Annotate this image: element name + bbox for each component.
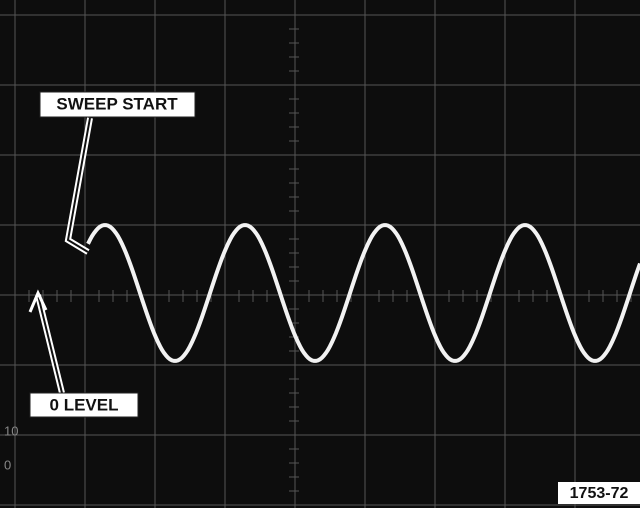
label-box	[29, 392, 139, 418]
zero-level-label: 0 LEVEL	[50, 395, 119, 414]
zero-level-arrow	[28, 289, 65, 394]
figure-id: 1753-72	[570, 485, 629, 502]
label-box	[558, 482, 640, 504]
graticule-label: 10	[4, 423, 18, 438]
sweep-start-arrow	[64, 117, 93, 255]
label-box	[39, 91, 196, 118]
sine-trace	[86, 223, 640, 363]
graticule-label: 0	[4, 457, 11, 472]
sweep-start-label: SWEEP START	[56, 94, 178, 113]
